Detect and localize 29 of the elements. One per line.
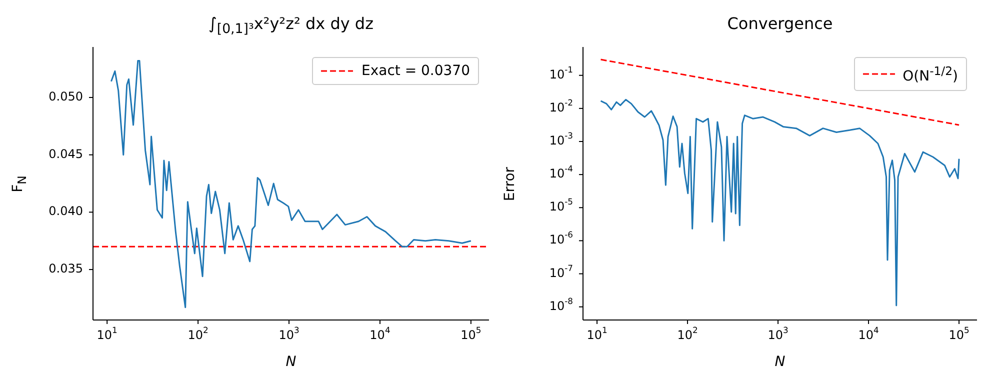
x-tick-label: 10$^{4}$ [858, 325, 879, 342]
legend-label: Exact = 0.0370 [361, 62, 470, 80]
y-tick-label: 10$^{-1}$ [549, 64, 573, 82]
x-tick-label: 10$^{2}$ [677, 325, 698, 342]
y-tick-label: 0.040 [48, 204, 83, 218]
x-tick-label: 10$^{3}$ [768, 325, 788, 342]
y-tick-label: 10$^{-5}$ [549, 196, 573, 214]
x-tick-label: 10$^{4}$ [370, 325, 390, 342]
legend-label: O(N$^{-1/2}$) [902, 63, 958, 86]
x-tick-label: 10$^{1}$ [586, 325, 608, 342]
x-axis-title: N [774, 354, 786, 370]
chart-title: ∫$_{[0,1]³}$x²y²z² dx dy dz [208, 14, 374, 38]
y-tick-label: 10$^{-2}$ [549, 98, 573, 115]
y-tick-label: 10$^{-6}$ [549, 230, 573, 247]
chart-title: Convergence [726, 14, 834, 33]
y-tick-label: 0.045 [48, 147, 83, 162]
x-axis-title: N [284, 354, 298, 370]
y-tick-label: 10$^{-8}$ [549, 296, 573, 314]
x-tick-label: 10$^{2}$ [188, 325, 208, 342]
y-tick-label: 0.035 [48, 262, 83, 276]
x-tick-label: 10$^{1}$ [96, 325, 118, 342]
y-axis-title: Error [501, 165, 519, 203]
x-tick-label: 10$^{3}$ [278, 325, 300, 342]
x-tick-label: 10$^{5}$ [460, 325, 482, 342]
y-tick-label: 10$^{-4}$ [549, 164, 573, 181]
y-tick-label: 0.050 [48, 90, 83, 104]
x-tick-label: 10$^{5}$ [948, 325, 970, 342]
y-tick-label: 10$^{-3}$ [549, 130, 573, 148]
y-tick-label: 10$^{-7}$ [549, 263, 573, 280]
